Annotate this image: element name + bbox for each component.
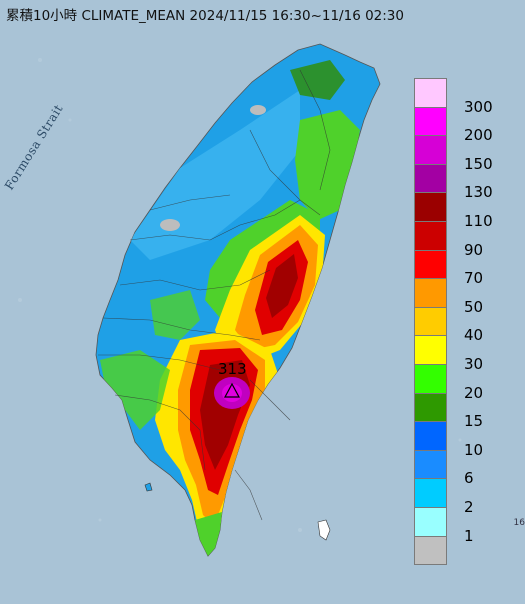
legend-label: 2 [464,498,474,516]
legend-swatch [414,249,447,280]
legend-label: 90 [464,240,484,259]
county-boundaries [98,69,331,521]
sea-texture [18,58,462,532]
legend-swatch [414,392,447,423]
legend-label: 150 [464,154,493,173]
legend-swatch [414,278,447,308]
legend-swatch [414,507,447,537]
max-rainfall-value: 313 [218,360,247,378]
legend-swatch [414,478,447,508]
legend-label: 10 [464,440,484,459]
legend-swatch [414,163,447,194]
legend-label: 40 [464,326,484,345]
legend-label: 200 [464,126,493,145]
legend-label: 300 [464,97,493,116]
legend-swatch [414,135,447,165]
legend-label: 20 [464,383,484,402]
legend-swatch [414,78,447,108]
legend-label: 15 [464,412,484,431]
legend-label: 70 [464,269,484,288]
triangle-icon [223,382,241,398]
legend-swatch [414,364,447,394]
legend-swatch [414,106,447,137]
legend-swatch [414,421,447,451]
offshore-islands [144,482,331,541]
edge-tick-label: 16 [513,518,525,528]
legend-label: 110 [464,212,493,230]
max-rainfall-marker [223,382,241,398]
legend-label: 30 [464,355,484,373]
legend-label: 1 [464,526,474,545]
legend-swatch [414,221,447,251]
rainfall-legend: 300 200 150 130 110 90 70 50 40 30 20 15 10 6 2 1 [414,78,524,572]
legend-swatch [414,192,447,222]
legend-label: 6 [464,469,474,488]
legend-swatch [414,335,447,365]
legend-label: 50 [464,297,484,316]
legend-swatch [414,535,447,566]
legend-swatch [414,449,447,480]
legend-swatch [414,306,447,337]
legend-label: 130 [464,183,493,202]
map-title: 累積10小時 CLIMATE_MEAN 2024/11/15 16:30~11/… [6,8,404,24]
